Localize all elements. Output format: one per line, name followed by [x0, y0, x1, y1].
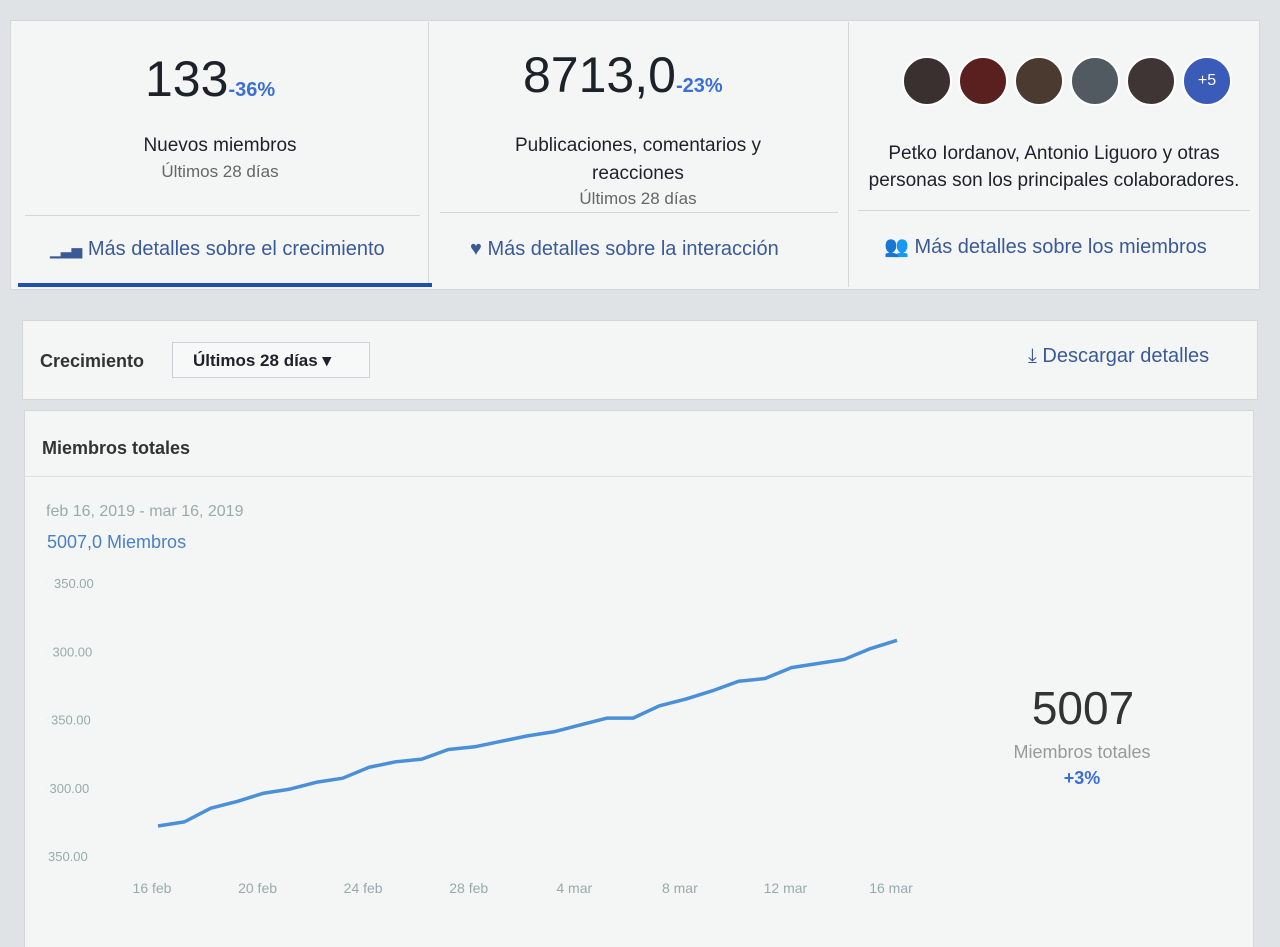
divider	[440, 212, 838, 213]
chart-title: Miembros totales	[42, 438, 190, 458]
avatar	[1126, 56, 1176, 106]
avatars: +5	[902, 56, 1232, 106]
tab-label[interactable]: Más detalles sobre el crecimiento	[87, 238, 385, 260]
avatar-more[interactable]: +5	[1182, 56, 1232, 106]
tab-underline	[18, 283, 432, 287]
icon: ▁▃▅	[50, 242, 83, 258]
x-tick-label: 16 mar	[869, 880, 913, 896]
total-change: +3%	[1064, 768, 1101, 788]
stat-value: 133	[145, 51, 229, 107]
avatar	[1070, 56, 1120, 106]
download[interactable]: ⤓ Descargar detalles	[1028, 345, 1209, 368]
stat-value: 8713,0	[523, 47, 676, 103]
x-tick-label: 8 mar	[662, 880, 698, 896]
chart-subtitle: feb 16, 2019 - mar 16, 2019	[46, 503, 244, 520]
divider	[858, 210, 1250, 211]
download-label[interactable]: Descargar detalles	[1042, 345, 1210, 367]
total-value: 5007	[1032, 682, 1134, 734]
dropdown[interactable]: Últimos 28 días ▾	[172, 342, 370, 378]
icon: ♥	[470, 238, 482, 260]
growth-label: Crecimiento	[40, 351, 145, 371]
dropdown-label[interactable]: Últimos 28 días	[193, 351, 318, 370]
x-tick-label: 28 feb	[449, 880, 488, 896]
divider	[848, 22, 849, 287]
icon: ⤓	[1028, 345, 1037, 367]
tab[interactable]: ▁▃▅ Más detalles sobre el crecimiento	[50, 238, 385, 261]
x-tick-label: 16 feb	[133, 880, 172, 896]
x-tick-label: 12 mar	[764, 880, 808, 896]
divider	[25, 215, 420, 216]
stat-change: -23%	[675, 75, 723, 97]
divider	[24, 476, 1252, 477]
y-tick-label: 300.00	[50, 781, 90, 796]
avatar	[902, 56, 952, 106]
stat-label: Nuevos miembros	[143, 135, 297, 156]
x-tick-label: 20 feb	[238, 880, 277, 896]
stat-change: -36%	[228, 79, 276, 101]
x-tick-label: 4 mar	[556, 880, 592, 896]
y-tick-label: 350.00	[51, 713, 91, 728]
divider	[428, 22, 429, 287]
stat: 8713,0-23%	[523, 46, 723, 104]
tab-label[interactable]: Más detalles sobre la interacción	[487, 238, 779, 260]
tab[interactable]: 👥 Más detalles sobre los miembros	[884, 234, 1207, 259]
avatar	[1014, 56, 1064, 106]
x-tick-label: 24 feb	[344, 880, 383, 896]
y-tick-label: 300.00	[53, 644, 93, 659]
series-line	[157, 638, 898, 828]
stat-label: Publicaciones, comentarios y reacciones	[514, 135, 762, 184]
stat-period: Últimos 28 días	[579, 189, 697, 208]
y-tick-label: 350.00	[54, 576, 94, 591]
contributors-text: Petko Iordanov, Antonio Liguoro y otras …	[868, 143, 1240, 191]
chart-card	[24, 410, 1254, 947]
y-tick-label: 350.00	[48, 849, 88, 864]
total-label: Miembros totales	[1013, 742, 1150, 762]
icon: 👥	[884, 236, 909, 258]
stat-period: Últimos 28 días	[161, 162, 279, 181]
chart-summary: 5007,0 Miembros	[47, 532, 186, 552]
tab[interactable]: ♥ Más detalles sobre la interacción	[470, 238, 779, 261]
tab-label[interactable]: Más detalles sobre los miembros	[914, 236, 1207, 258]
stat: 133-36%	[145, 50, 275, 108]
avatar	[958, 56, 1008, 106]
